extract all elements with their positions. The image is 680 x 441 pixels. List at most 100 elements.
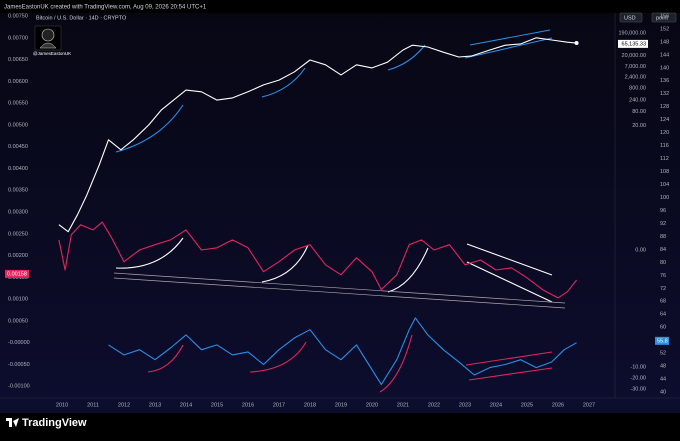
price-last-label: 65,135.33 [622,41,646,47]
y-tick-label: 0.00750 [8,14,28,20]
osc-tick-label: -30.00 [630,386,646,392]
y2-tick-label: 60 [660,325,666,331]
mid-tick-label: 0.00 [635,247,646,253]
x-tick-label: 2018 [304,402,316,408]
x-tick-label: 2013 [149,402,161,408]
x-tick-label: 2026 [552,402,564,408]
x-tick-label: 2014 [180,402,192,408]
scale-button[interactable] [651,12,677,23]
currency-button[interactable] [619,12,643,23]
x-tick-label: 2027 [583,402,595,408]
y2-tick-label: 48 [660,364,666,370]
y2-tick-label: 128 [660,104,669,110]
plot-background [0,13,680,413]
y-tick-label: 0.00550 [8,101,28,107]
price-last-box [618,39,648,48]
brand [6,418,19,427]
price-tick-label: 240.00 [629,98,646,104]
y-tick-label: 0.00300 [8,210,28,216]
y2-tick-label: 80 [660,260,666,266]
x-tick-label: 2015 [211,402,223,408]
y2-tick-label: 96 [660,208,666,214]
y2-tick-label: 40 [660,390,666,396]
y-tick-label: -0.00050 [8,362,30,368]
y2-tick-label: 148 [660,39,669,45]
x-tick-label: 2023 [459,402,471,408]
y-tick-label: 0.00450 [8,144,28,150]
x-tick-label: 2020 [366,402,378,408]
x-tick-label: 2019 [335,402,347,408]
osc-tick-label: -20.00 [630,375,646,381]
y-tick-label: 0.00650 [8,57,28,63]
x-tick-label: 2022 [428,402,440,408]
y2-tick-label: 136 [660,78,669,84]
y2-tick-label: 68 [660,299,666,305]
y-tick-label: 0.00200 [8,253,28,259]
y-last-box [5,269,29,278]
y2-tick-label: 52 [660,351,666,357]
y-tick-label: 0.00500 [8,122,28,128]
header: JamesEastonUK created with TradingView.c… [4,5,207,11]
x-tick-label: 2024 [490,402,502,408]
x-tick-label: 2017 [273,402,285,408]
y2-last-box [655,336,669,345]
x-tick-label: 2016 [242,402,254,408]
y-tick-label: -0.00100 [8,384,30,390]
avatar [34,25,62,51]
y2-tick-label: 64 [660,312,666,318]
y-last-label: 0.00158 [7,271,27,277]
x-tick-label: 2010 [56,402,68,408]
y2-tick-label: 104 [660,182,669,188]
y2-tick-label: 144 [660,52,669,58]
y-tick-label: 0.00050 [8,318,28,324]
chart-title: Bitcoin / U.S. Dollar · 14D · CRYPTO [36,15,127,21]
watermark: @JamesEastonUK [33,51,71,56]
y-tick-label: 0.00600 [8,79,28,85]
y-tick-label: 0.00100 [8,297,28,303]
price-tick-label: 7,000.00 [625,64,646,70]
y2-tick-label: 112 [660,156,669,162]
price-tick-label: 2,400.00 [625,75,646,81]
y2-tick-label: 76 [660,273,666,279]
y2-tick-label: 88 [660,234,666,240]
y2-tick-label: 92 [660,221,666,227]
y-tick-label: 0.00400 [8,166,28,172]
brand-name: TradingView [22,417,87,429]
y-tick-label: 0.00700 [8,35,28,41]
x-tick-label: 2025 [521,402,533,408]
last-point [574,41,579,46]
x-tick-label: 2012 [118,402,130,408]
x-tick-label: 2021 [397,402,409,408]
y2-tick-label: 156 [660,13,669,19]
y2-tick-label: 100 [660,195,669,201]
drawings [113,29,566,393]
scale-label: point [656,15,668,21]
y2-tick-label: 108 [660,169,669,175]
price-tick-label: 20.00 [632,123,646,129]
y2-tick-label: 132 [660,91,669,97]
price-tick-label: 190,000.00 [618,31,646,37]
y-tick-label: 0.00250 [8,231,28,237]
series-line [58,221,578,299]
osc-tick-label: -10.00 [630,364,646,370]
y2-tick-label: 120 [660,130,669,136]
y2-tick-label: 84 [660,247,666,253]
currency-label: USD [624,15,636,21]
y2-tick-label: 140 [660,65,669,71]
series-line [58,37,577,233]
price-tick-label: 80.00 [632,109,646,115]
y-tick-label: 0.00350 [8,188,28,194]
price-tick-label: 20,000.00 [622,53,646,59]
x-tick-label: 2011 [87,402,99,408]
y2-tick-label: 152 [660,26,669,32]
y-tick-label: -0.00000 [8,340,30,346]
y2-last-label: 55.8 [657,338,668,344]
y2-tick-label: 72 [660,286,666,292]
y2-tick-label: 44 [660,377,666,383]
y2-tick-label: 116 [660,143,669,149]
series-line [108,317,577,386]
y2-tick-label: 124 [660,117,669,123]
price-tick-label: 800.00 [629,86,646,92]
